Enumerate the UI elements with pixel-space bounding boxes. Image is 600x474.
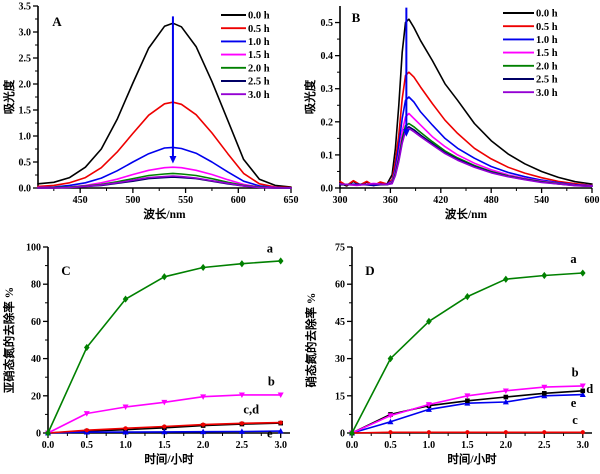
svg-text:波长/nm: 波长/nm [143,207,186,221]
svg-text:c: c [572,413,578,427]
chart-svg-c: 0.0 0.5 1.0 1.5 2.0 2.5 3.0 0 20 40 60 80 100 时间/小时 亚硝… [2,242,290,466]
svg-text:3.5: 3.5 [19,2,32,13]
chart-svg-d: 0.0 0.5 1.0 1.5 2.0 2.5 3.0 0 15 30 45 60 75 时间/小时 硝态氮… [304,243,593,467]
svg-text:0.0: 0.0 [346,440,359,451]
svg-text:3.0: 3.0 [274,440,287,451]
svg-text:420: 420 [433,195,448,206]
svg-text:3.0: 3.0 [19,28,32,39]
svg-text:480: 480 [484,195,499,206]
svg-text:360: 360 [383,195,398,206]
svg-text:时间/小时: 时间/小时 [447,452,497,466]
svg-text:0.0: 0.0 [19,184,32,195]
svg-text:40: 40 [31,354,41,365]
svg-text:0.2: 0.2 [321,117,334,128]
svg-text:A: A [52,14,62,29]
svg-text:0: 0 [36,429,41,440]
svg-text:0.5 h: 0.5 h [536,22,558,33]
svg-text:0: 0 [340,429,345,440]
svg-text:1.5: 1.5 [19,106,32,117]
svg-text:吸光度: 吸光度 [2,79,16,114]
svg-text:吸光度: 吸光度 [303,79,317,114]
svg-text:0.5: 0.5 [384,440,397,451]
panel-a-absorbance-spectra: 450 500 550 600 650 0.0 0.5 1.0 1.5 2.0 2.5 3.0 3.5 波… [0,0,300,237]
svg-text:0.3: 0.3 [321,84,334,95]
svg-text:e: e [571,396,577,410]
svg-text:1.0: 1.0 [119,440,132,451]
svg-text:c,d: c,d [243,402,259,416]
svg-text:2.5 h: 2.5 h [248,77,270,88]
svg-text:0.5: 0.5 [81,440,94,451]
svg-text:1.5: 1.5 [461,440,474,451]
chart-svg-a: 450 500 550 600 650 0.0 0.5 1.0 1.5 2.0 2.5 3.0 3.5 波… [2,2,299,222]
panel-d-nitrate-removal-chart: 0.0 0.5 1.0 1.5 2.0 2.5 3.0 0 15 30 45 60 75 时间/小时 硝态氮… [300,237,600,474]
svg-text:540: 540 [534,195,549,206]
svg-text:波长/nm: 波长/nm [445,207,488,221]
svg-text:C: C [61,263,70,278]
svg-text:2.5 h: 2.5 h [536,75,558,86]
svg-text:80: 80 [31,280,41,291]
svg-text:时间/小时: 时间/小时 [144,452,194,466]
svg-text:0.0: 0.0 [42,440,55,451]
svg-text:600: 600 [231,195,246,206]
svg-text:60: 60 [31,317,41,328]
svg-text:0.0 h: 0.0 h [248,11,270,22]
svg-text:0.5 h: 0.5 h [248,24,270,35]
svg-text:3.0: 3.0 [577,440,590,451]
svg-text:B: B [352,10,361,25]
svg-text:0.5: 0.5 [321,18,334,29]
svg-text:650: 650 [284,195,299,206]
svg-text:硝态氮的去除率 %: 硝态氮的去除率 % [304,293,318,388]
svg-text:1.5 h: 1.5 h [248,50,270,61]
svg-text:1.0 h: 1.0 h [536,35,558,46]
svg-text:30: 30 [335,354,345,365]
svg-text:2.0: 2.0 [197,440,210,451]
svg-text:0.1: 0.1 [321,150,334,161]
svg-text:e: e [267,427,273,441]
svg-text:2.0: 2.0 [500,440,513,451]
svg-text:20: 20 [31,391,41,402]
svg-text:100: 100 [26,243,41,254]
svg-text:60: 60 [335,280,345,291]
svg-text:0.5: 0.5 [19,158,32,169]
svg-text:500: 500 [125,195,140,206]
svg-text:1.0: 1.0 [19,132,32,143]
svg-text:2.5: 2.5 [19,54,32,65]
svg-text:75: 75 [335,243,345,254]
svg-text:0.4: 0.4 [321,51,334,62]
svg-text:300: 300 [333,195,348,206]
svg-text:2.5: 2.5 [236,440,249,451]
svg-text:0.0: 0.0 [321,184,334,195]
svg-text:a: a [267,242,274,256]
panel-c-nitrite-removal-chart: 0.0 0.5 1.0 1.5 2.0 2.5 3.0 0 20 40 60 80 100 时间/小时 亚硝… [0,237,300,474]
chart-svg-b: 300 360 420 480 540 600 0.0 0.1 0.2 0.3 0.4 0.5 波长/n… [303,6,600,221]
svg-text:d: d [586,382,593,396]
svg-text:1.5 h: 1.5 h [536,48,558,59]
svg-text:a: a [570,252,577,266]
svg-text:45: 45 [335,317,345,328]
svg-text:D: D [365,263,374,278]
svg-text:b: b [268,375,275,389]
svg-text:2.0 h: 2.0 h [536,61,558,72]
svg-text:3.0 h: 3.0 h [536,88,558,99]
svg-text:1.0 h: 1.0 h [248,37,270,48]
svg-text:b: b [572,365,579,379]
svg-text:3.0 h: 3.0 h [248,90,270,101]
panel-b-absorbance-spectra: 300 360 420 480 540 600 0.0 0.1 0.2 0.3 0.4 0.5 波长/n… [300,0,600,237]
svg-text:550: 550 [178,195,193,206]
svg-text:1.5: 1.5 [158,440,171,451]
svg-text:0.0 h: 0.0 h [536,9,558,20]
svg-text:600: 600 [585,195,600,206]
svg-text:2.0: 2.0 [19,80,32,91]
svg-text:450: 450 [73,195,88,206]
svg-text:1.0: 1.0 [423,440,436,451]
svg-text:2.0 h: 2.0 h [248,63,270,74]
svg-text:亚硝态氮的去除率 %: 亚硝态氮的去除率 % [2,287,16,393]
svg-text:2.5: 2.5 [538,440,551,451]
svg-text:15: 15 [335,391,345,402]
